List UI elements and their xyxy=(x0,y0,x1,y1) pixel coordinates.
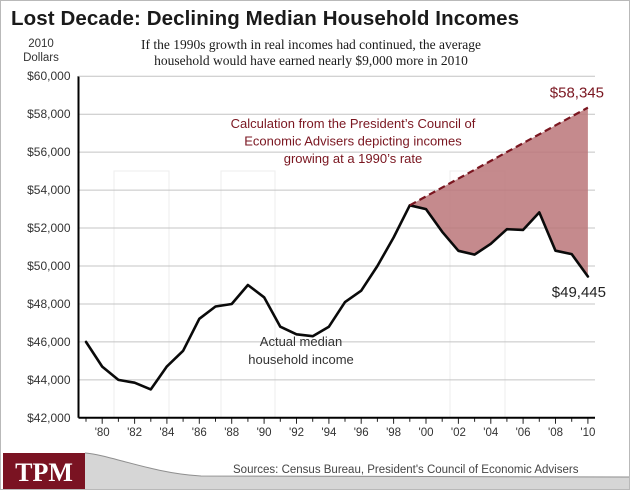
svg-text:'80: '80 xyxy=(95,427,110,439)
svg-text:'90: '90 xyxy=(257,427,272,439)
svg-text:$49,445: $49,445 xyxy=(552,284,606,301)
svg-text:'82: '82 xyxy=(127,427,142,439)
svg-text:Economic Advisers depicting in: Economic Advisers depicting incomes xyxy=(244,134,462,149)
svg-text:$46,000: $46,000 xyxy=(27,335,71,349)
svg-text:Calculation from the President: Calculation from the President’s Council… xyxy=(231,116,476,131)
svg-text:'96: '96 xyxy=(354,427,369,439)
svg-text:Actual median: Actual median xyxy=(260,334,342,349)
svg-text:$54,000: $54,000 xyxy=(27,183,71,197)
svg-text:$58,345: $58,345 xyxy=(550,85,604,102)
svg-text:'92: '92 xyxy=(289,427,304,439)
svg-text:'88: '88 xyxy=(224,427,239,439)
svg-text:'08: '08 xyxy=(548,427,563,439)
svg-text:'10: '10 xyxy=(580,427,595,439)
svg-text:growing at a 1990’s rate: growing at a 1990’s rate xyxy=(284,151,423,166)
svg-text:'06: '06 xyxy=(516,427,531,439)
svg-text:$52,000: $52,000 xyxy=(27,221,71,235)
svg-text:$42,000: $42,000 xyxy=(27,411,71,425)
svg-text:'04: '04 xyxy=(483,427,499,439)
svg-text:$56,000: $56,000 xyxy=(27,145,71,159)
svg-text:$44,000: $44,000 xyxy=(27,373,71,387)
svg-text:TPM: TPM xyxy=(15,458,73,487)
svg-text:'00: '00 xyxy=(419,427,434,439)
svg-text:'86: '86 xyxy=(192,427,207,439)
svg-text:'84: '84 xyxy=(159,427,175,439)
svg-text:'98: '98 xyxy=(386,427,401,439)
svg-text:$58,000: $58,000 xyxy=(27,107,71,121)
svg-text:$50,000: $50,000 xyxy=(27,259,71,273)
svg-text:$60,000: $60,000 xyxy=(27,69,71,83)
svg-text:$48,000: $48,000 xyxy=(27,297,71,311)
svg-text:household income: household income xyxy=(248,352,354,367)
svg-text:Sources: Census Bureau, Presid: Sources: Census Bureau, President's Coun… xyxy=(233,464,579,476)
svg-text:'02: '02 xyxy=(451,427,466,439)
svg-text:'94: '94 xyxy=(321,427,337,439)
